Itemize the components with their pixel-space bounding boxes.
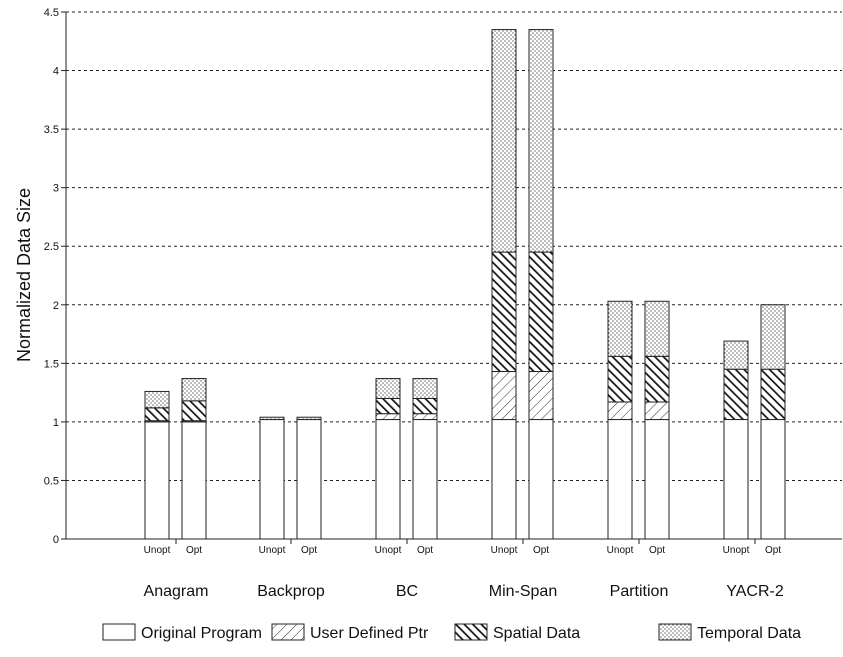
legend-swatch-temporal-data bbox=[658, 623, 692, 641]
legend-swatch-original-program bbox=[102, 623, 136, 641]
bar-label: Opt bbox=[301, 545, 317, 556]
bar-segment-temporal-data bbox=[144, 390, 170, 409]
y-tick-label: 2 bbox=[53, 300, 59, 312]
bar-segment-user-defined-ptr bbox=[375, 413, 401, 421]
bar-segment-original-program bbox=[760, 419, 786, 540]
bar-segment-original-program bbox=[607, 419, 633, 540]
bar-segment-spatial-data bbox=[607, 355, 633, 403]
legend-label: User Defined Ptr bbox=[310, 625, 429, 642]
bar-label: Opt bbox=[765, 545, 781, 556]
bar-segment-temporal-data bbox=[760, 304, 786, 370]
bar-segment-temporal-data bbox=[491, 29, 517, 253]
bars bbox=[144, 29, 786, 540]
group-label: YACR-2 bbox=[726, 583, 784, 600]
bar-label: Unopt bbox=[607, 545, 634, 556]
y-tick-label: 4.5 bbox=[44, 7, 59, 19]
bar-segment-original-program bbox=[412, 419, 438, 540]
bar-segment-user-defined-ptr bbox=[607, 401, 633, 421]
legend-label: Temporal Data bbox=[697, 625, 801, 642]
bar-segment-temporal-data bbox=[412, 378, 438, 399]
bar-segment-original-program bbox=[144, 421, 170, 540]
bar-segment-temporal-data bbox=[375, 378, 401, 399]
bar-segment-spatial-data bbox=[412, 397, 438, 415]
y-axis-ticks: 0 0.5 1 1.5 2 2.5 3 3.5 4 4.5 bbox=[44, 7, 66, 546]
y-axis-label: Normalized Data Size bbox=[14, 188, 34, 362]
bar-label: Opt bbox=[417, 545, 433, 556]
bar-segment-temporal-data bbox=[723, 340, 749, 370]
bar-label: Opt bbox=[533, 545, 549, 556]
y-tick-label: 0.5 bbox=[44, 475, 59, 487]
bar-segment-temporal-data bbox=[607, 300, 633, 357]
bar-label: Unopt bbox=[375, 545, 402, 556]
bar-segment-spatial-data bbox=[144, 407, 170, 422]
group-label: BC bbox=[396, 583, 418, 600]
bar-segment-spatial-data bbox=[644, 355, 670, 403]
y-tick-label: 3.5 bbox=[44, 124, 59, 136]
bar-label: Unopt bbox=[259, 545, 286, 556]
y-tick-label: 3 bbox=[53, 183, 59, 195]
y-tick-label: 2.5 bbox=[44, 241, 59, 253]
bar-segment-spatial-data bbox=[375, 397, 401, 415]
legend-label: Spatial Data bbox=[493, 625, 580, 642]
bar-segment-user-defined-ptr bbox=[644, 401, 670, 421]
bar-segment-spatial-data bbox=[760, 368, 786, 421]
bar-segment-temporal-data bbox=[296, 416, 322, 421]
bar-segment-temporal-data bbox=[181, 378, 207, 402]
bar-segment-original-program bbox=[375, 419, 401, 540]
bar-segment-user-defined-ptr bbox=[528, 371, 554, 421]
bar-segment-original-program bbox=[491, 419, 517, 540]
bar-label: Opt bbox=[186, 545, 202, 556]
legend: Original Program User Defined Ptr Spatial … bbox=[102, 623, 801, 642]
group-label: Backprop bbox=[257, 583, 325, 600]
group-label: Min-Span bbox=[489, 583, 557, 600]
bar-segment-original-program bbox=[723, 419, 749, 540]
bar-segment-spatial-data bbox=[491, 251, 517, 373]
bar-segment-original-program bbox=[181, 421, 207, 540]
bar-segment-temporal-data bbox=[528, 29, 554, 253]
x-axis-labels: Unopt Opt Unopt Opt Unopt Opt Unopt Opt Unopt Opt… bbox=[144, 539, 784, 600]
bar-segment-original-program bbox=[528, 419, 554, 540]
y-tick-label: 1 bbox=[53, 417, 59, 429]
y-tick-label: 1.5 bbox=[44, 358, 59, 370]
y-tick-label: 4 bbox=[53, 66, 59, 78]
legend-label: Original Program bbox=[141, 625, 262, 642]
bar-label: Unopt bbox=[723, 545, 750, 556]
legend-swatch-spatial-data bbox=[454, 623, 488, 641]
bar-segment-spatial-data bbox=[528, 251, 554, 373]
bar-segment-temporal-data bbox=[644, 300, 670, 357]
bar-segment-user-defined-ptr bbox=[412, 413, 438, 421]
bar-segment-original-program bbox=[259, 419, 285, 540]
bar-segment-temporal-data bbox=[259, 416, 285, 421]
bar-segment-original-program bbox=[644, 419, 670, 540]
bar-segment-spatial-data bbox=[723, 368, 749, 421]
group-label: Partition bbox=[610, 583, 669, 600]
group-label: Anagram bbox=[144, 583, 209, 600]
bar-label: Unopt bbox=[144, 545, 171, 556]
legend-swatch-user-defined-ptr bbox=[271, 623, 305, 641]
bar-segment-user-defined-ptr bbox=[491, 371, 517, 421]
bar-segment-original-program bbox=[296, 419, 322, 540]
bar-label: Opt bbox=[649, 545, 665, 556]
y-tick-label: 0 bbox=[53, 534, 59, 546]
bar-segment-spatial-data bbox=[181, 400, 207, 422]
bar-label: Unopt bbox=[491, 545, 518, 556]
